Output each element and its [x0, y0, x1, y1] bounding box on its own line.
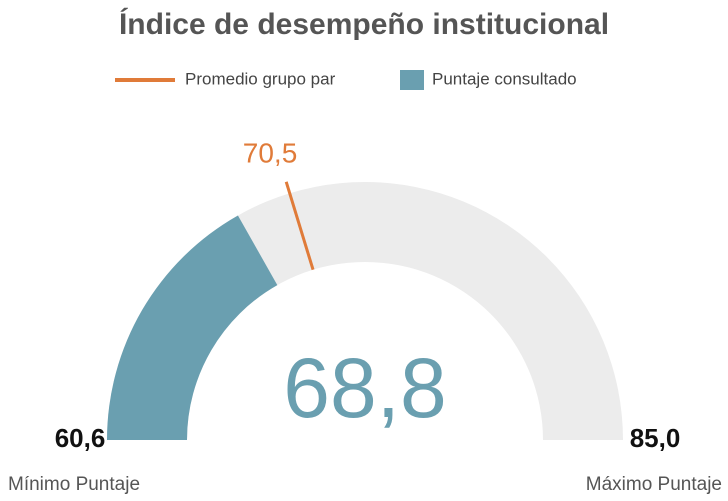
tick-label: 60,6: [55, 423, 106, 453]
tick-label: 85,0: [630, 423, 681, 453]
gauge-value: [107, 215, 278, 440]
target-label: 70,5: [243, 137, 298, 168]
legend-label: Promedio grupo par: [185, 69, 336, 88]
min-label: Mínimo Puntaje: [8, 474, 140, 495]
target-marker: [284, 181, 315, 271]
legend-label: Puntaje consultado: [432, 69, 577, 88]
value-label: 68,8: [283, 341, 447, 435]
max-label: Máximo Puntaje: [586, 474, 722, 495]
chart-title: Índice de desempeño institucional: [119, 7, 609, 41]
legend-swatch: [400, 70, 424, 90]
